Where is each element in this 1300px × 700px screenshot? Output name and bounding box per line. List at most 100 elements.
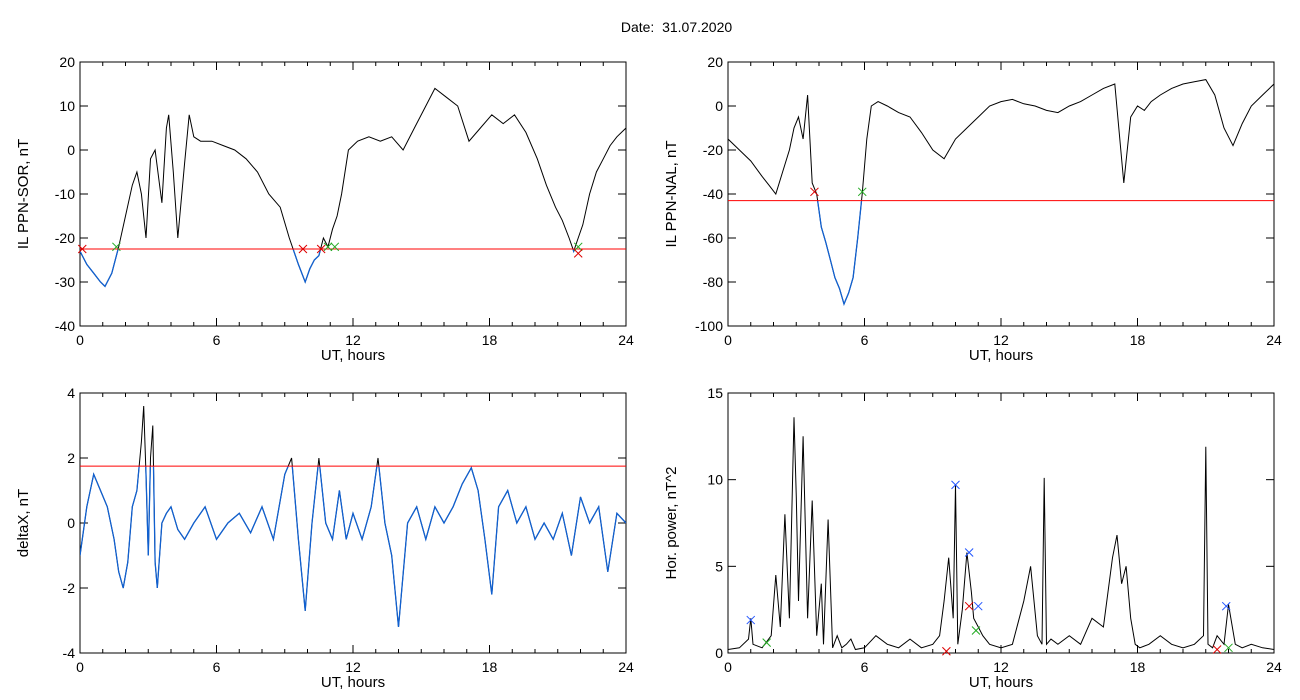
x-tick-label: 24 xyxy=(1266,659,1282,675)
marker-peak xyxy=(973,601,983,611)
marker-stroke xyxy=(971,626,981,635)
y-tick-label: -30 xyxy=(55,274,75,290)
y-tick-label: 10 xyxy=(59,98,75,114)
marker-start xyxy=(942,646,951,656)
marker-peak xyxy=(964,548,974,557)
marker-start xyxy=(964,601,974,611)
x-tick-label: 6 xyxy=(213,332,221,348)
x-axis-label: UT, hours xyxy=(321,347,385,364)
marker-peak xyxy=(1221,601,1231,611)
x-tick-label: 0 xyxy=(724,659,732,675)
y-tick-label: 4 xyxy=(67,385,75,401)
y-tick-label: -2 xyxy=(63,580,76,596)
marker-end xyxy=(112,242,121,252)
marker-stroke xyxy=(323,242,333,252)
x-tick-label: 24 xyxy=(618,659,634,675)
y-tick-label: -40 xyxy=(55,318,75,334)
marker-stroke xyxy=(1212,645,1222,654)
marker-end xyxy=(1224,643,1233,653)
y-tick-label: -80 xyxy=(703,274,723,290)
marker-peak xyxy=(746,615,756,625)
y-tick-label: 0 xyxy=(715,645,723,661)
marker-end xyxy=(330,242,340,252)
marker-peak xyxy=(951,480,960,490)
marker-end xyxy=(573,242,583,252)
marker-end xyxy=(971,626,981,635)
marker-stroke xyxy=(746,615,756,625)
x-tick-label: 18 xyxy=(482,332,498,348)
chart-panel-2: 0 6 12 18 24 -100 -80 -60 -40 -20 0 20 UT, hours IL P… xyxy=(663,54,1282,364)
marker-stroke xyxy=(573,242,583,252)
plot-frame xyxy=(727,392,1275,654)
marker-stroke xyxy=(951,480,960,490)
marker-start xyxy=(573,249,583,258)
x-tick-label: 6 xyxy=(861,332,869,348)
y-tick-label: 0 xyxy=(67,515,75,531)
chart-panel-1: 0 6 12 18 24 -40 -30 -20 -10 0 10 20 UT, hours IL PPN… xyxy=(15,54,634,364)
y-tick-label: -20 xyxy=(55,230,75,246)
x-tick-label: 24 xyxy=(618,332,634,348)
marker-start xyxy=(810,187,819,197)
y-tick-label: 20 xyxy=(59,54,75,70)
marker-stroke xyxy=(316,244,326,254)
y-tick-label: 0 xyxy=(715,98,723,114)
marker-stroke xyxy=(857,187,867,197)
series-line xyxy=(728,417,1274,651)
marker-stroke xyxy=(1221,601,1231,611)
marker-stroke xyxy=(77,244,87,254)
x-axis-label: UT, hours xyxy=(969,674,1033,691)
x-tick-label: 0 xyxy=(724,332,732,348)
x-tick-label: 12 xyxy=(345,332,361,348)
x-axis-label: UT, hours xyxy=(321,674,385,691)
x-tick-label: 0 xyxy=(76,659,84,675)
x-tick-label: 18 xyxy=(482,659,498,675)
marker-end xyxy=(857,187,867,197)
y-tick-label: 15 xyxy=(707,385,723,401)
x-tick-label: 12 xyxy=(993,659,1009,675)
x-axis-label: UT, hours xyxy=(969,347,1033,364)
series-line-below-threshold xyxy=(80,466,626,628)
marker-start xyxy=(77,244,87,254)
figure-title: Date: 31.07.2020 xyxy=(620,19,733,35)
y-axis-label: deltaX, nT xyxy=(15,489,32,557)
y-tick-label: -40 xyxy=(703,186,723,202)
y-tick-label: 10 xyxy=(707,472,723,488)
marker-start xyxy=(298,244,308,254)
series-line xyxy=(80,87,626,288)
y-tick-label: 5 xyxy=(715,558,723,574)
marker-start xyxy=(316,244,326,254)
y-tick-label: 2 xyxy=(67,450,75,466)
y-axis-label: IL PPN-NAL, nT xyxy=(663,141,680,248)
marker-stroke xyxy=(942,646,951,656)
y-tick-label: -60 xyxy=(703,230,723,246)
y-tick-label: -4 xyxy=(63,645,76,661)
x-tick-label: 24 xyxy=(1266,332,1282,348)
marker-stroke xyxy=(762,638,772,647)
plot-frame xyxy=(79,61,627,327)
x-tick-label: 0 xyxy=(76,332,84,348)
y-axis-label: IL PPN-SOR, nT xyxy=(15,139,32,249)
series-line-below-threshold xyxy=(816,200,863,306)
y-axis-label: Hor. power, nT^2 xyxy=(663,467,680,580)
y-tick-label: 20 xyxy=(707,54,723,70)
marker-end xyxy=(323,242,333,252)
marker-start xyxy=(1212,645,1222,654)
chart-panel-4: 0 6 12 18 24 0 5 10 15 UT, hours Hor. power, nT^2 xyxy=(663,385,1282,691)
marker-stroke xyxy=(964,548,974,557)
series-line-below-threshold xyxy=(80,249,576,288)
marker-stroke xyxy=(330,242,340,252)
marker-stroke xyxy=(964,601,974,611)
series-line xyxy=(728,79,1274,306)
marker-stroke xyxy=(573,249,583,258)
marker-stroke xyxy=(298,244,308,254)
x-tick-label: 18 xyxy=(1130,332,1146,348)
x-tick-label: 12 xyxy=(345,659,361,675)
x-tick-label: 18 xyxy=(1130,659,1146,675)
marker-stroke xyxy=(1224,643,1233,653)
marker-stroke xyxy=(973,601,983,611)
y-tick-label: -10 xyxy=(55,186,75,202)
x-tick-label: 12 xyxy=(993,332,1009,348)
marker-end xyxy=(762,638,772,647)
